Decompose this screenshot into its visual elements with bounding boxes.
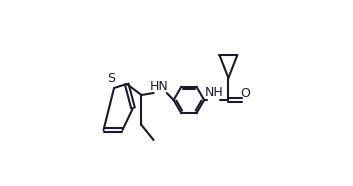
Text: NH: NH	[204, 86, 223, 99]
Text: HN: HN	[149, 79, 168, 92]
Text: S: S	[107, 71, 115, 84]
Text: O: O	[240, 86, 250, 100]
